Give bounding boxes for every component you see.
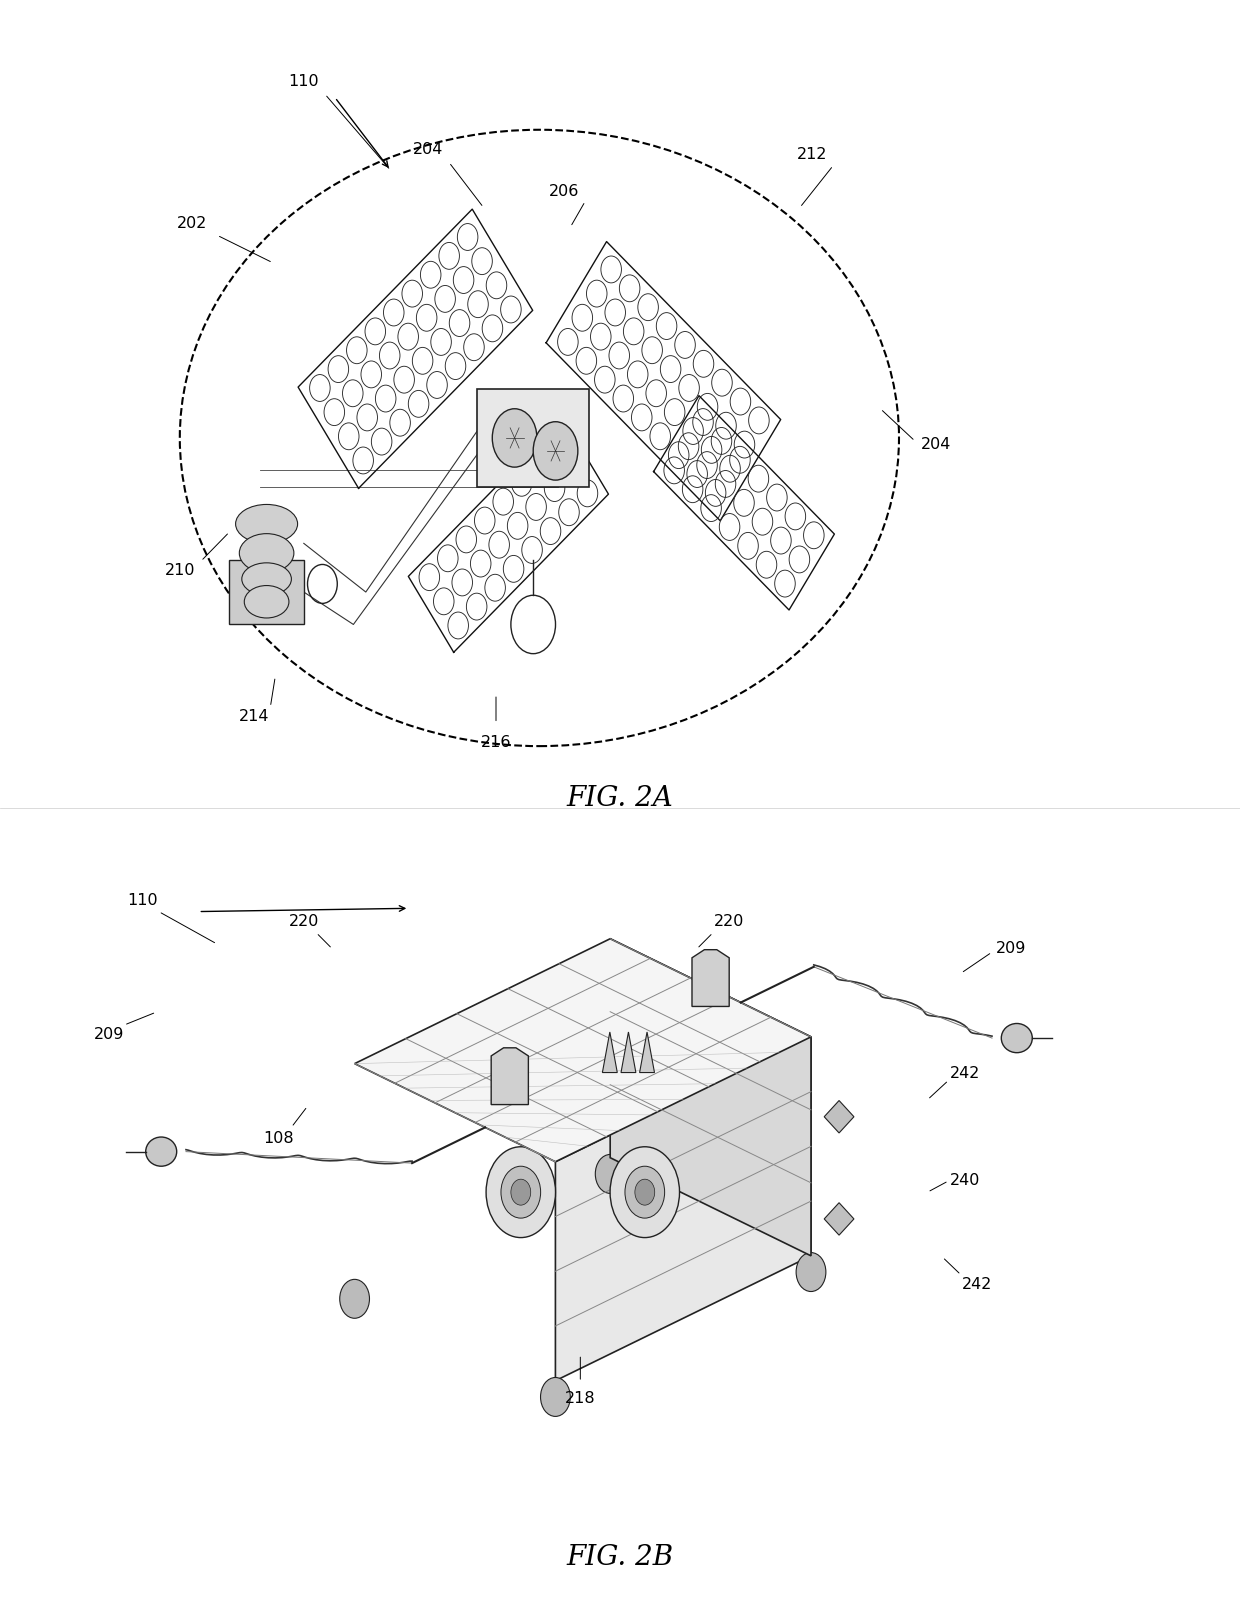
Polygon shape <box>491 1048 528 1105</box>
Polygon shape <box>603 1032 618 1072</box>
Text: 218: 218 <box>565 1390 595 1406</box>
Text: 240: 240 <box>950 1173 980 1189</box>
Ellipse shape <box>145 1137 176 1166</box>
Text: 216: 216 <box>481 735 511 751</box>
Circle shape <box>501 1166 541 1218</box>
Polygon shape <box>610 939 811 1255</box>
Ellipse shape <box>242 563 291 595</box>
Polygon shape <box>692 950 729 1006</box>
Circle shape <box>610 1147 680 1238</box>
Text: 108: 108 <box>264 1131 294 1147</box>
Text: 242: 242 <box>962 1277 992 1293</box>
Text: 209: 209 <box>996 941 1025 957</box>
Text: 206: 206 <box>549 183 579 200</box>
Polygon shape <box>355 939 811 1161</box>
Ellipse shape <box>239 534 294 573</box>
Circle shape <box>511 1179 531 1205</box>
Text: 110: 110 <box>289 73 319 89</box>
Text: 210: 210 <box>165 563 195 579</box>
Text: 220: 220 <box>289 913 319 929</box>
Text: 220: 220 <box>714 913 744 929</box>
Polygon shape <box>556 1036 811 1380</box>
Text: 214: 214 <box>239 709 269 725</box>
Circle shape <box>796 1252 826 1291</box>
Ellipse shape <box>236 504 298 543</box>
Text: 209: 209 <box>94 1027 124 1043</box>
Circle shape <box>541 1377 570 1416</box>
Text: 212: 212 <box>797 146 827 162</box>
Polygon shape <box>825 1101 854 1132</box>
Text: FIG. 2A: FIG. 2A <box>567 785 673 811</box>
Circle shape <box>340 1280 370 1319</box>
Circle shape <box>486 1147 556 1238</box>
Circle shape <box>635 1179 655 1205</box>
Text: FIG. 2B: FIG. 2B <box>567 1544 673 1570</box>
Circle shape <box>533 422 578 480</box>
Circle shape <box>595 1155 625 1194</box>
Polygon shape <box>621 1032 636 1072</box>
Text: 242: 242 <box>950 1066 980 1082</box>
Circle shape <box>492 409 537 467</box>
Ellipse shape <box>1002 1023 1033 1053</box>
Ellipse shape <box>244 586 289 618</box>
Text: 204: 204 <box>921 436 951 453</box>
Polygon shape <box>825 1204 854 1236</box>
Circle shape <box>625 1166 665 1218</box>
FancyBboxPatch shape <box>477 389 589 487</box>
Text: 110: 110 <box>128 892 157 908</box>
Bar <box>229 560 304 624</box>
Text: 204: 204 <box>413 141 443 157</box>
Text: 202: 202 <box>177 216 207 232</box>
Polygon shape <box>640 1032 655 1072</box>
